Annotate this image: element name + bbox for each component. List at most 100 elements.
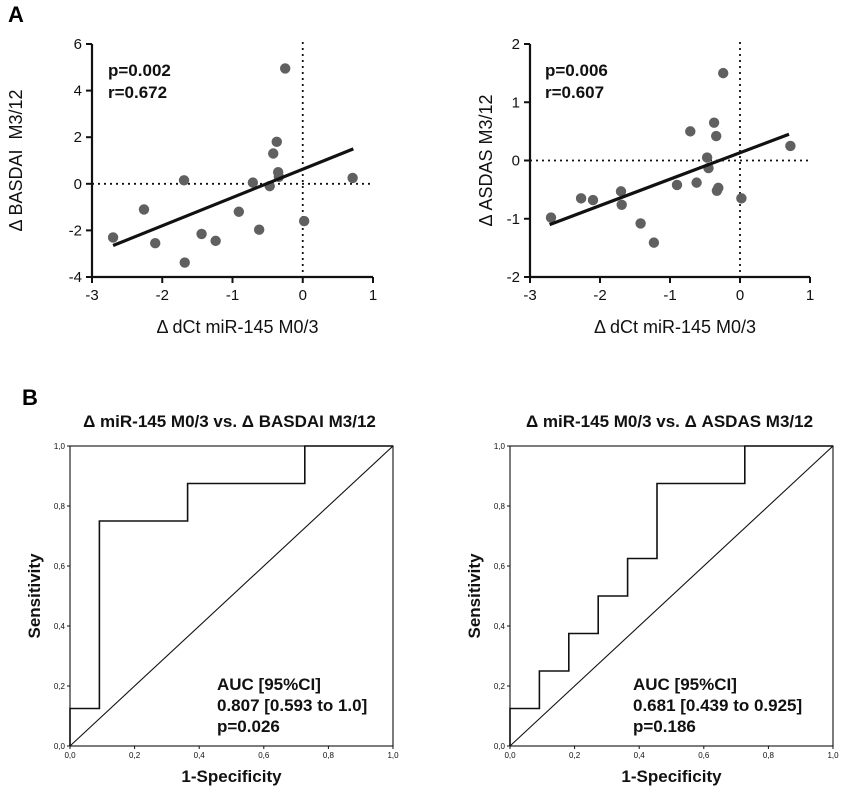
- x-axis-title: 1-Specificity: [621, 767, 722, 786]
- y-axis-title: Sensitivity: [25, 553, 44, 639]
- y-tick-label: 6: [74, 36, 82, 53]
- auc-annotation: 0.807 [0.593 to 1.0]: [217, 696, 367, 715]
- x-tick-label: 0,2: [129, 751, 141, 760]
- x-tick-label: 0,0: [504, 751, 516, 760]
- data-point: [268, 148, 279, 159]
- y-tick-label: 0,2: [494, 682, 506, 691]
- data-point: [179, 257, 190, 268]
- x-tick-label: 0,4: [194, 751, 206, 760]
- y-tick-label: 1,0: [494, 442, 506, 451]
- data-point: [178, 175, 190, 186]
- y-tick-label: 0: [512, 153, 520, 170]
- data-point: [713, 182, 724, 194]
- x-tick-label: 1: [369, 287, 377, 304]
- roc-curve: [509, 445, 833, 746]
- x-tick-label: 1,0: [827, 751, 839, 760]
- x-tick-label: 0,8: [323, 751, 335, 760]
- y-tick-label: -1: [507, 211, 520, 228]
- data-point: [210, 235, 221, 247]
- x-tick-label: 1: [806, 287, 814, 304]
- x-tick-label: -1: [226, 287, 239, 304]
- asdas-roc-curve: Δ miR-145 M0/3 vs. Δ ASDAS M3/12 0,00,0 0,…: [465, 412, 839, 786]
- data-point: [711, 130, 722, 142]
- data-point: [785, 140, 796, 152]
- y-tick-label: 2: [512, 36, 520, 53]
- y-tick-label: 0: [74, 176, 82, 193]
- x-tick-label: 0,0: [64, 751, 76, 760]
- y-tick-label: -4: [69, 269, 82, 286]
- plot-frame: [69, 445, 394, 747]
- data-point: [347, 172, 358, 184]
- y-tick-label: 0,6: [54, 562, 66, 571]
- y-tick-label: 1,0: [54, 442, 66, 451]
- data-point: [253, 224, 265, 235]
- data-point: [671, 179, 683, 191]
- data-point: [685, 126, 696, 137]
- basdai-scatter-plot: -4 -2 0 2 4 6 -3 -2 -1 0 1 p=0.002 r=0.672 Δ dCt miR-…: [6, 36, 377, 337]
- x-axis-title: Δ dCt miR-145 M0/3: [156, 317, 318, 337]
- y-tick-label: 0,8: [54, 502, 66, 511]
- panel-label-a: A: [8, 2, 24, 27]
- x-tick-label: 0,6: [698, 751, 710, 760]
- x-tick-label: 1,0: [387, 751, 399, 760]
- data-point: [150, 238, 161, 249]
- data-point: [233, 206, 245, 217]
- y-tick-label: -2: [507, 269, 520, 286]
- auc-annotation: AUC [95%CI]: [217, 675, 321, 694]
- data-point: [247, 177, 259, 188]
- chance-diagonal: [69, 445, 394, 747]
- x-tick-label: -3: [85, 287, 98, 304]
- stat-annotation: p=0.006: [545, 61, 608, 80]
- data-point: [635, 218, 646, 229]
- y-tick-label: 0,4: [494, 622, 506, 631]
- y-tick-label: 4: [74, 83, 82, 100]
- y-axis-title: Sensitivity: [465, 553, 484, 639]
- plot-frame: [509, 445, 834, 747]
- chart-title: Δ miR-145 M0/3 vs. Δ BASDAI M3/12: [83, 412, 376, 431]
- x-tick-label: -2: [593, 287, 606, 304]
- regression-line: [112, 147, 354, 248]
- auc-annotation: p=0.186: [633, 717, 696, 736]
- y-tick-label: -2: [69, 222, 82, 239]
- data-point: [587, 194, 599, 206]
- data-point: [616, 199, 627, 210]
- y-tick-label: 0,2: [54, 682, 66, 691]
- roc-curve: [69, 445, 393, 746]
- data-point: [545, 212, 557, 223]
- data-point: [701, 152, 713, 163]
- data-point: [107, 232, 119, 243]
- y-axis-title: Δ BASDAI M3/12: [6, 89, 26, 231]
- chance-diagonal: [509, 445, 834, 747]
- auc-annotation: p=0.026: [217, 717, 280, 736]
- x-tick-label: -1: [663, 287, 676, 304]
- data-point: [691, 177, 702, 188]
- x-axis-title: 1-Specificity: [181, 767, 282, 786]
- data-point: [138, 204, 150, 215]
- chart-title: Δ miR-145 M0/3 vs. Δ ASDAS M3/12: [526, 412, 813, 431]
- basdai-roc-curve: Δ miR-145 M0/3 vs. Δ BASDAI M3/12 0,00,0 0…: [25, 412, 399, 786]
- auc-annotation: 0.681 [0.439 to 0.925]: [633, 696, 802, 715]
- stat-annotation: p=0.002: [108, 61, 171, 80]
- stat-annotation: r=0.607: [545, 83, 604, 102]
- y-tick-label: 1: [512, 94, 520, 111]
- x-tick-label: 0,4: [634, 751, 646, 760]
- x-axis-title: Δ dCt miR-145 M0/3: [594, 317, 756, 337]
- data-point: [196, 228, 207, 240]
- panel-label-b: B: [22, 385, 38, 410]
- x-tick-label: 0,6: [258, 751, 270, 760]
- x-tick-label: 0,8: [763, 751, 775, 760]
- x-tick-label: 0,2: [569, 751, 581, 760]
- data-point: [708, 117, 720, 128]
- data-point: [298, 215, 310, 227]
- y-axis-title: Δ ASDAS M3/12: [476, 94, 496, 226]
- x-tick-label: -3: [523, 287, 536, 304]
- data-point: [279, 63, 291, 74]
- y-tick-label: 2: [74, 129, 82, 146]
- y-tick-label: 0,0: [54, 742, 66, 751]
- regression-line: [549, 132, 790, 227]
- x-tick-label: 0: [736, 287, 744, 304]
- y-tick-label: 0,8: [494, 502, 506, 511]
- y-tick-label: 0,0: [494, 742, 506, 751]
- data-point: [648, 237, 660, 248]
